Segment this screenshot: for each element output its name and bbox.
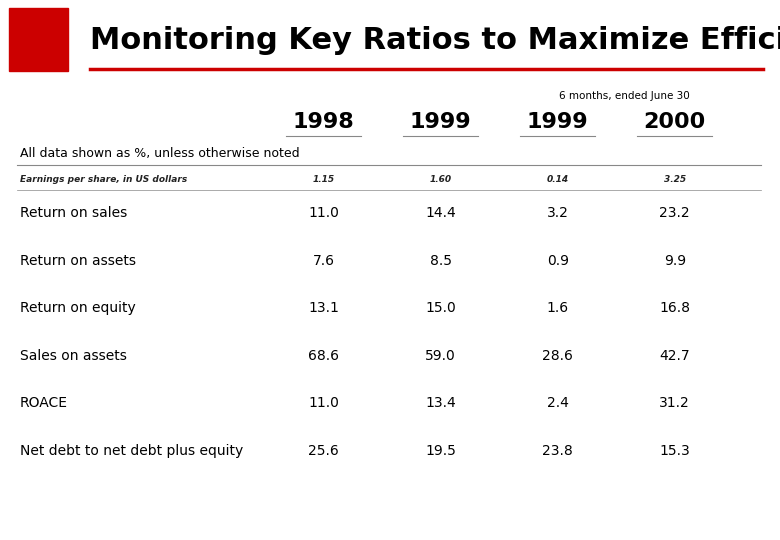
Text: 19.5: 19.5 bbox=[425, 444, 456, 458]
Text: 59.0: 59.0 bbox=[425, 349, 456, 363]
Text: 1.6: 1.6 bbox=[547, 301, 569, 315]
Text: Net debt to net debt plus equity: Net debt to net debt plus equity bbox=[20, 444, 243, 458]
Text: LUK: LUK bbox=[21, 30, 56, 49]
Text: 6 months, ended June 30: 6 months, ended June 30 bbox=[558, 91, 690, 101]
Text: Earnings per share, in US dollars: Earnings per share, in US dollars bbox=[20, 175, 186, 184]
Text: 11.0: 11.0 bbox=[308, 396, 339, 410]
Text: 1998: 1998 bbox=[292, 111, 355, 132]
Text: 15.3: 15.3 bbox=[659, 444, 690, 458]
Text: Monitoring Key Ratios to Maximize Efficiency: Monitoring Key Ratios to Maximize Effici… bbox=[90, 26, 780, 55]
Text: Return on assets: Return on assets bbox=[20, 254, 136, 268]
Text: 1.60: 1.60 bbox=[430, 175, 452, 184]
Text: 7.6: 7.6 bbox=[313, 254, 335, 268]
Text: 13.1: 13.1 bbox=[308, 301, 339, 315]
Text: 2.4: 2.4 bbox=[547, 396, 569, 410]
Text: 3.2: 3.2 bbox=[547, 206, 569, 220]
Text: ROACE: ROACE bbox=[20, 396, 68, 410]
Text: 3.25: 3.25 bbox=[664, 175, 686, 184]
Text: 23.2: 23.2 bbox=[659, 206, 690, 220]
Text: 1.15: 1.15 bbox=[313, 175, 335, 184]
Text: 16.8: 16.8 bbox=[659, 301, 690, 315]
Text: 42.7: 42.7 bbox=[659, 349, 690, 363]
Text: Return on equity: Return on equity bbox=[20, 301, 135, 315]
Text: 1999: 1999 bbox=[526, 111, 589, 132]
Text: 8.5: 8.5 bbox=[430, 254, 452, 268]
Text: 9.9: 9.9 bbox=[664, 254, 686, 268]
Text: 25.6: 25.6 bbox=[308, 444, 339, 458]
Text: 1999: 1999 bbox=[410, 111, 472, 132]
Text: 0.14: 0.14 bbox=[547, 175, 569, 184]
Text: 28.6: 28.6 bbox=[542, 349, 573, 363]
Text: 23.8: 23.8 bbox=[542, 444, 573, 458]
Text: All data shown as %, unless otherwise noted: All data shown as %, unless otherwise no… bbox=[20, 147, 299, 160]
Text: Return on sales: Return on sales bbox=[20, 206, 126, 220]
Text: 31.2: 31.2 bbox=[659, 396, 690, 410]
Text: 13.4: 13.4 bbox=[425, 396, 456, 410]
Text: 11.0: 11.0 bbox=[308, 206, 339, 220]
Text: 0.9: 0.9 bbox=[547, 254, 569, 268]
Text: Sales on assets: Sales on assets bbox=[20, 349, 126, 363]
Text: 15.0: 15.0 bbox=[425, 301, 456, 315]
Text: 14.4: 14.4 bbox=[425, 206, 456, 220]
Text: 2000: 2000 bbox=[644, 111, 706, 132]
Text: 68.6: 68.6 bbox=[308, 349, 339, 363]
